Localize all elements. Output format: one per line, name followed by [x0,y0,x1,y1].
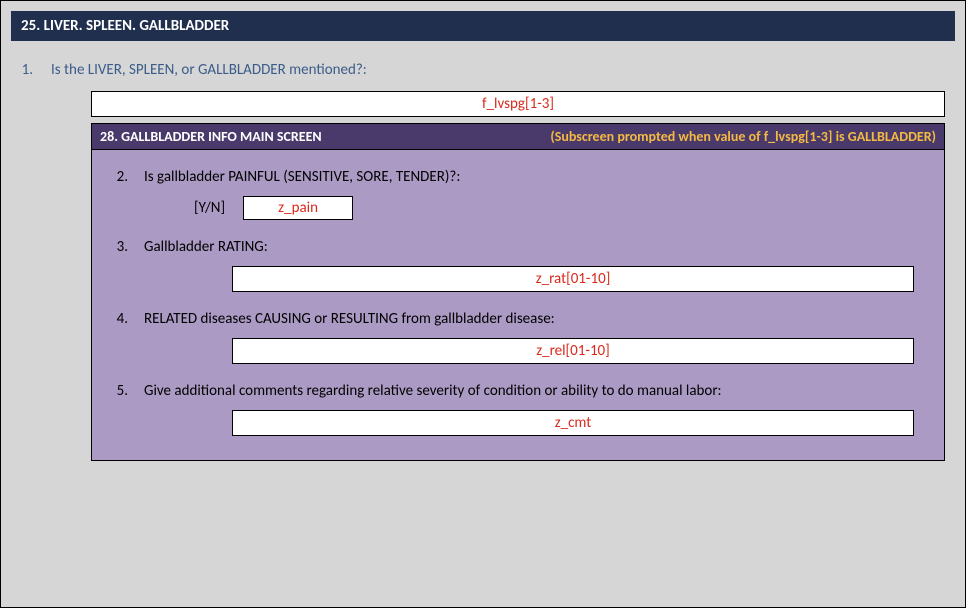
q1-text: Is the LIVER, SPLEEN, or GALLBLADDER men… [51,61,367,79]
q5-number: 5. [102,382,144,400]
q3-field[interactable]: z_rat[01-10] [232,266,914,292]
q2-number: 2. [102,168,144,186]
section-header: 25. LIVER. SPLEEN. GALLBLADDER [11,11,955,41]
question-5-row: 5. Give additional comments regarding re… [102,382,934,400]
q3-number: 3. [102,238,144,256]
q5-field[interactable]: z_cmt [232,410,914,436]
form-frame: 25. LIVER. SPLEEN. GALLBLADDER 1. Is the… [0,0,966,608]
question-3-row: 3. Gallbladder RATING: [102,238,934,256]
subscreen-header: 28. GALLBLADDER INFO MAIN SCREEN (Subscr… [92,124,944,150]
q2-yn-row: [Y/N] z_pain [194,196,934,220]
question-1-row: 1. Is the LIVER, SPLEEN, or GALLBLADDER … [11,61,955,79]
q4-field[interactable]: z_rel[01-10] [232,338,914,364]
q3-text: Gallbladder RATING: [144,238,934,256]
q4-text: RELATED diseases CAUSING or RESULTING fr… [144,310,934,328]
content-area: 1. Is the LIVER, SPLEEN, or GALLBLADDER … [1,41,965,471]
question-4-row: 4. RELATED diseases CAUSING or RESULTING… [102,310,934,328]
section-title: 25. LIVER. SPLEEN. GALLBLADDER [21,17,229,35]
q1-field[interactable]: f_lvspg[1-3] [91,91,945,117]
q4-number: 4. [102,310,144,328]
q2-field[interactable]: z_pain [243,196,353,220]
subscreen-title: 28. GALLBLADDER INFO MAIN SCREEN [100,128,322,145]
question-2-row: 2. Is gallbladder PAINFUL (SENSITIVE, SO… [102,168,934,186]
q5-text: Give additional comments regarding relat… [144,382,934,400]
yn-label: [Y/N] [194,199,225,217]
q1-number: 1. [11,61,51,79]
subscreen-body: 2. Is gallbladder PAINFUL (SENSITIVE, SO… [92,150,944,460]
subscreen-panel: 28. GALLBLADDER INFO MAIN SCREEN (Subscr… [91,123,945,461]
q2-text: Is gallbladder PAINFUL (SENSITIVE, SORE,… [144,168,934,186]
subscreen-note: (Subscreen prompted when value of f_lvsp… [550,128,936,145]
